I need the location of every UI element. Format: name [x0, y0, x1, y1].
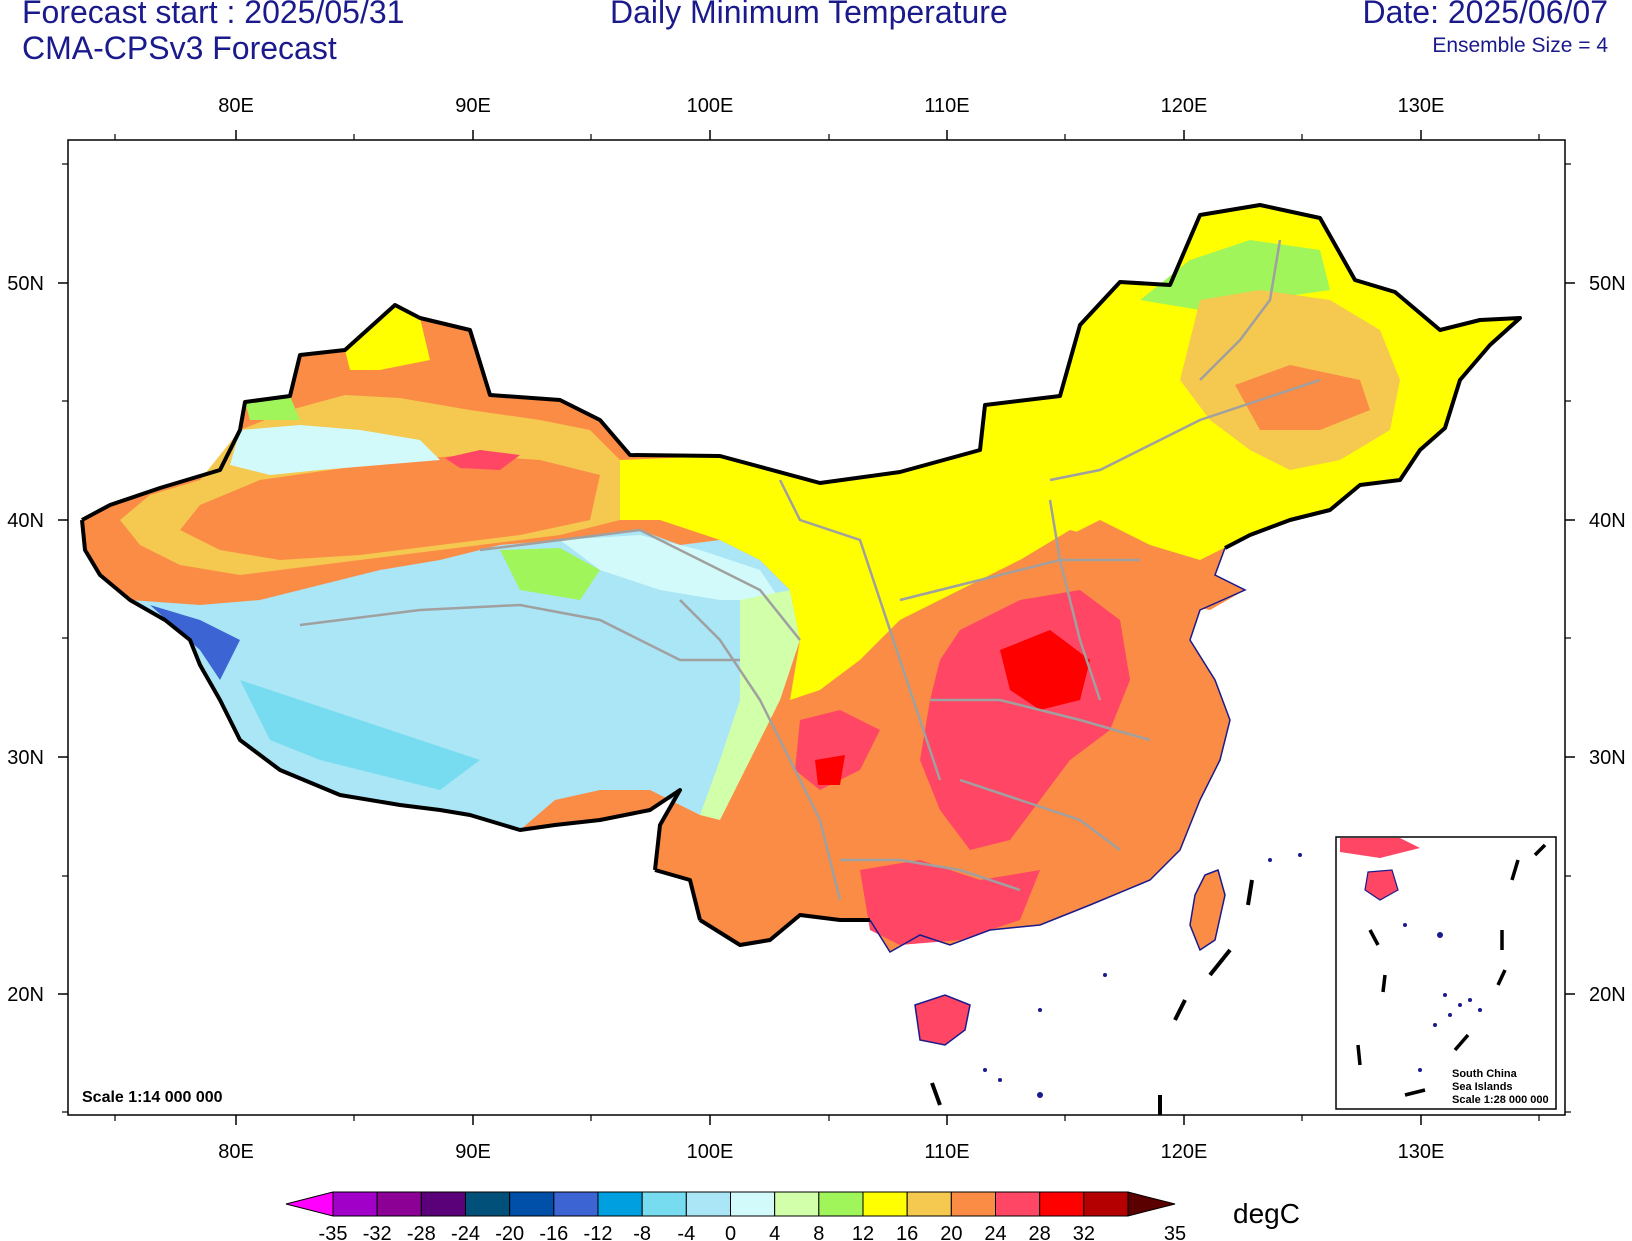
colorbar-label: 28: [1029, 1223, 1051, 1241]
inset-title-line1: South China: [1452, 1068, 1518, 1080]
colorbar: -35 -32 -28 -24 -20 -16 -12 -8 -4 0 4 8 12 16 20 24 28 32…: [285, 1191, 1300, 1241]
colorbar-min-arrow: [285, 1191, 334, 1217]
colorbar-label: 12: [852, 1223, 874, 1241]
lon-label-top: 110E: [924, 95, 969, 117]
colorbar-label: 24: [984, 1223, 1006, 1241]
lon-label-bottom: 110E: [924, 1141, 969, 1163]
colorbar-box: [774, 1191, 820, 1217]
lon-label-top: 80E: [218, 95, 254, 117]
colorbar-label: -12: [584, 1223, 613, 1241]
colorbar-box: [950, 1191, 996, 1217]
model-label: CMA-CPSv3 Forecast: [22, 30, 337, 66]
islands: [983, 853, 1302, 1098]
south-china-sea-inset: South China Sea Islands Scale 1:28 000 0…: [1335, 836, 1557, 1110]
colorbar-box: [553, 1191, 599, 1217]
map-scale: Scale 1:14 000 000: [82, 1089, 223, 1106]
lat-label-left: 50N: [7, 273, 44, 295]
colorbar-label: -28: [407, 1223, 436, 1241]
colorbar-label: -32: [363, 1223, 392, 1241]
colorbar-box: [685, 1191, 731, 1217]
china-border: [80, 203, 1522, 947]
colorbar-label: -16: [539, 1223, 568, 1241]
lon-label-bottom: 120E: [1161, 1141, 1208, 1163]
lon-label-bottom: 90E: [455, 1141, 491, 1163]
colorbar-box: [730, 1191, 776, 1217]
colorbar-box: [995, 1191, 1041, 1217]
ensemble-size-label: Ensemble Size = 4: [1432, 34, 1608, 57]
lon-label-bottom: 80E: [218, 1141, 254, 1163]
colorbar-label: 0: [725, 1223, 736, 1241]
colorbar-box: [862, 1191, 908, 1217]
colorbar-box: [376, 1191, 422, 1217]
colorbar-box: [420, 1191, 467, 1217]
colorbar-box: [1083, 1191, 1129, 1217]
forecast-start-label: Forecast start : 2025/05/31: [22, 0, 405, 30]
inset-scale: Scale 1:28 000 000: [1452, 1094, 1549, 1106]
lat-label-left: 20N: [7, 984, 44, 1006]
colorbar-box: [641, 1191, 687, 1217]
colorbar-box: [332, 1191, 378, 1217]
colorbar-label: 8: [813, 1223, 824, 1241]
colorbar-label: -35: [319, 1223, 348, 1241]
lon-label-top: 90E: [455, 95, 491, 117]
lon-label-top: 120E: [1161, 95, 1208, 117]
valid-date-label: Date: 2025/06/07: [1362, 0, 1608, 30]
lon-label-bottom: 100E: [687, 1141, 734, 1163]
colorbar-label: -24: [451, 1223, 480, 1241]
lon-label-top: 100E: [687, 95, 734, 117]
lon-label-top: 130E: [1398, 95, 1445, 117]
colorbar-label: 4: [769, 1223, 780, 1241]
lat-label-right: 40N: [1589, 510, 1626, 532]
colorbar-box: [1039, 1191, 1085, 1217]
lat-label-right: 50N: [1589, 273, 1626, 295]
colorbar-box: [465, 1191, 511, 1217]
colorbar-box: [509, 1191, 555, 1217]
colorbar-label: 32: [1073, 1223, 1095, 1241]
colorbar-box: [818, 1191, 864, 1217]
colorbar-label: -8: [633, 1223, 651, 1241]
colorbar-label: -20: [495, 1223, 524, 1241]
colorbar-unit: degC: [1233, 1198, 1300, 1229]
colorbar-box: [906, 1191, 952, 1217]
colorbar-max-arrow: [1127, 1191, 1176, 1217]
colorbar-label: 35: [1164, 1223, 1186, 1241]
lat-label-left: 30N: [7, 747, 44, 769]
nine-dash-line: [930, 879, 1254, 1115]
colorbar-label: 16: [896, 1223, 918, 1241]
inset-title-line2: Sea Islands: [1452, 1081, 1513, 1093]
colorbar-box: [597, 1191, 643, 1217]
lat-label-right: 20N: [1589, 984, 1626, 1006]
colorbar-label: -4: [677, 1223, 695, 1241]
map-axes: 80E 80E 90E 90E 100E 100E 110E 110E 120E 120E 130E…: [7, 95, 1625, 1163]
colorbar-label: 20: [940, 1223, 962, 1241]
lat-label-left: 40N: [7, 510, 44, 532]
map-title: Daily Minimum Temperature: [610, 0, 1008, 30]
lon-label-bottom: 130E: [1398, 1141, 1445, 1163]
province-boundaries: [299, 239, 1321, 901]
lat-label-right: 30N: [1589, 747, 1626, 769]
